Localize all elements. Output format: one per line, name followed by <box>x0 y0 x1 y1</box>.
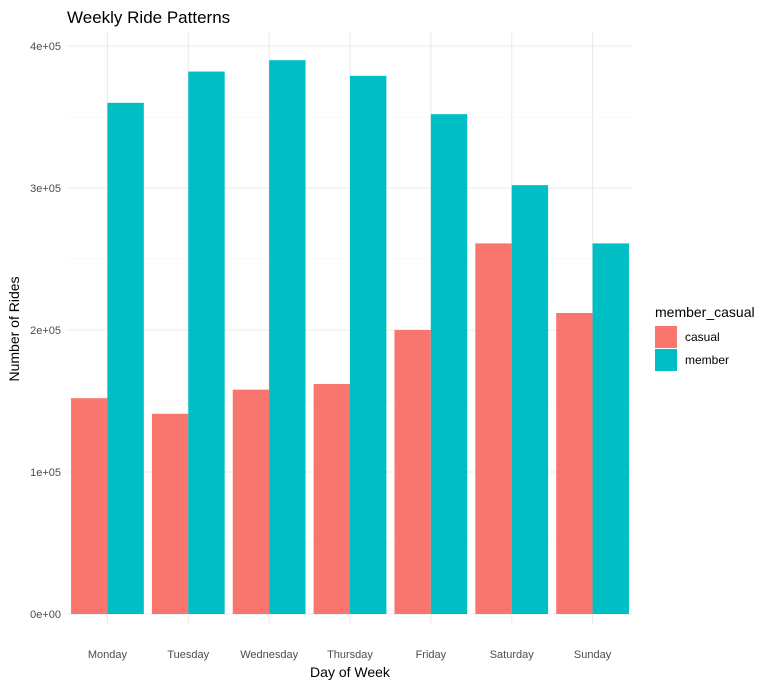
bar-member-wednesday <box>269 60 306 614</box>
chart-title: Weekly Ride Patterns <box>67 8 230 27</box>
y-tick-label: 0e+00 <box>30 609 61 621</box>
legend-title: member_casual <box>655 304 755 320</box>
x-axis-title: Day of Week <box>310 664 391 680</box>
x-tick-label: Sunday <box>574 649 612 661</box>
bar-member-thursday <box>350 75 387 614</box>
bar-casual-tuesday <box>151 413 189 614</box>
x-tick-label: Friday <box>416 649 447 661</box>
x-tick-label: Tuesday <box>167 649 209 661</box>
legend-items: casual member <box>655 326 729 371</box>
bar-casual-wednesday <box>232 389 270 614</box>
x-tick-label: Wednesday <box>240 649 298 661</box>
bar-casual-friday <box>394 330 431 614</box>
legend-label-casual: casual <box>685 330 720 344</box>
bar-member-friday <box>430 114 468 614</box>
y-axis-ticks: 0e+00 1e+05 2e+05 3e+05 4e+05 <box>30 41 61 621</box>
bars <box>71 60 629 615</box>
x-tick-label: Monday <box>88 649 128 661</box>
y-tick-label: 4e+05 <box>30 41 61 53</box>
legend: member_casual casual member <box>655 304 755 371</box>
x-tick-label: Thursday <box>327 649 373 661</box>
bar-member-sunday <box>592 243 629 614</box>
x-tick-label: Saturday <box>490 649 535 661</box>
bar-member-monday <box>107 102 144 615</box>
legend-key-casual <box>655 326 677 348</box>
legend-key-member <box>655 349 677 371</box>
y-axis-title: Number of Rides <box>6 276 22 381</box>
x-axis-ticks: Monday Tuesday Wednesday Thursday Friday Satu… <box>88 649 612 661</box>
bar-casual-thursday <box>313 383 350 614</box>
bar-member-saturday <box>511 185 549 614</box>
bar-casual-saturday <box>475 243 512 614</box>
bar-casual-monday <box>71 398 108 614</box>
y-tick-label: 3e+05 <box>30 183 61 195</box>
legend-label-member: member <box>685 353 729 367</box>
bar-casual-sunday <box>556 312 593 614</box>
bar-member-tuesday <box>188 71 225 614</box>
y-tick-label: 1e+05 <box>30 467 61 479</box>
y-tick-label: 2e+05 <box>30 325 61 337</box>
